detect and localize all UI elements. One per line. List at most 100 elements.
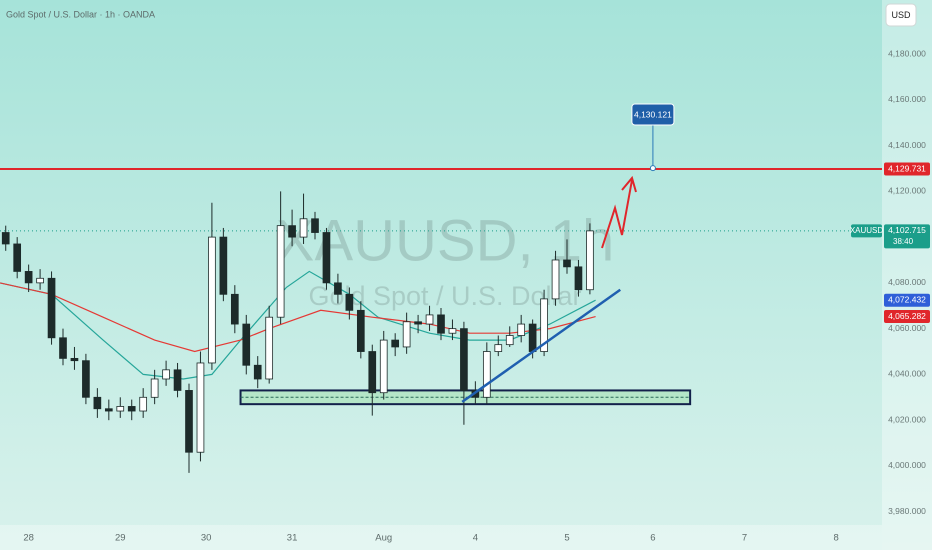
candle-body [139,396,148,412]
price-tag [884,162,930,176]
candle-body [482,351,491,398]
target-point [649,165,656,172]
candle-body [379,339,388,394]
symbol-tag-label: XAUUSD [850,226,884,235]
candle-body [437,314,445,334]
symbol-tag [851,224,882,238]
y-tick-label: 4,040.000 [888,369,926,379]
y-tick-label: 4,180.000 [888,48,926,58]
candle-body [24,271,33,284]
candle-body [356,309,365,352]
candle-body [414,321,422,325]
candle-body [460,328,468,391]
time-axis-bg [0,525,882,550]
candle-body [162,369,170,380]
currency-button[interactable] [885,3,917,27]
candle-body [127,406,136,412]
candle-body [59,337,67,359]
price-tag [884,310,930,324]
candle-body [425,314,434,325]
price-tag-label: 4,129.731 [888,163,926,173]
candle-body [104,408,113,412]
y-tick-label: 3,980.000 [888,506,926,516]
price-tag-label: 4,102.715 [888,225,926,235]
candle-body [563,259,571,268]
candle-body [265,316,274,380]
y-tick-label: 4,060.000 [888,323,926,333]
price-tag-label: 4,072.432 [888,294,926,304]
candle-body [368,351,377,394]
candle-body [391,339,400,348]
candle-body [551,259,560,300]
candle-body [1,232,10,245]
candle-body [494,344,503,352]
candle-body [230,293,239,325]
watermark-description: Gold Spot / U.S. Dollar [308,281,581,311]
candle-body [505,335,514,346]
candle-body [47,277,56,339]
candle-body [36,277,44,284]
trendline [461,288,621,403]
candle-body [185,390,193,453]
candle-body [150,378,159,398]
y-tick-label: 4,140.000 [888,140,926,150]
candle-body [13,243,22,272]
candle-body [116,406,125,412]
x-tick-label: 5 [564,533,569,544]
x-tick-label: 30 [201,533,212,544]
projection-arrow [601,175,637,249]
y-tick-label: 4,000.000 [888,460,926,470]
candle-body [586,230,594,291]
candle-body [276,225,285,318]
candle-body [173,369,182,391]
price-tags: 4,129.731 4,102.715 38:40 XAUUSD 4,072.432 4,… [850,162,930,324]
x-tick-label: 4 [473,533,478,544]
x-tick-label: 28 [23,533,34,544]
moving-average [0,282,596,353]
moving-average [0,270,596,380]
price-tag [884,293,930,307]
price-tag [884,224,930,249]
candle-body [219,236,228,295]
x-tick-label: 31 [287,533,298,544]
target-label: 4,130.121 [634,109,672,119]
candle-body [70,357,79,362]
candle-body [299,218,308,238]
candle-body [322,232,331,284]
candle-body [82,360,90,398]
x-tick-label: 29 [115,533,126,544]
candle-body [288,225,296,238]
y-tick-label: 4,160.000 [888,94,926,104]
candle-body [345,293,354,311]
candle-body [528,323,537,352]
x-tick-label: 8 [834,533,839,544]
candle-body [540,298,548,352]
candle-body [93,396,102,410]
candle-body [242,323,251,366]
y-tick-label: 4,120.000 [888,186,926,196]
x-tick-label: 7 [742,533,747,544]
price-axis-bg [882,0,932,550]
price-tag-countdown: 38:40 [893,237,914,246]
candle-body [253,364,262,380]
candle-body [448,328,457,334]
x-tick-label: Aug [375,533,392,544]
candle-body [196,362,205,453]
x-tick-label: 6 [650,533,655,544]
candle-body [574,266,583,291]
y-tick-label: 4,080.000 [888,277,926,287]
plot: 3,980.000 4,000.000 4,020.000 4,040.000 4,06… [0,48,926,544]
candle-body [517,323,526,336]
chart-title: Gold Spot / U.S. Dollar · 1h · OANDA [6,9,155,19]
candle-body [311,218,319,233]
currency-label: USD [891,10,911,20]
target-box [631,103,675,126]
candle-body [208,236,216,364]
price-tag-label: 4,065.282 [888,311,926,321]
candle-body [402,321,411,348]
candle-body [334,282,342,295]
y-tick-label: 4,020.000 [888,414,926,424]
